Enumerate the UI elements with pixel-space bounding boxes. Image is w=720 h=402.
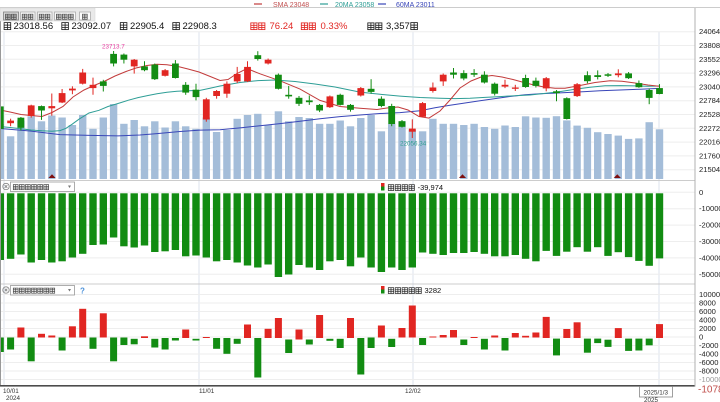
svg-text:2000: 2000 — [699, 324, 716, 333]
svg-text:23713.7: 23713.7 — [102, 44, 125, 51]
svg-text:23092.07: 23092.07 — [72, 21, 112, 32]
svg-text:20MA 23058: 20MA 23058 — [335, 2, 374, 9]
svg-text:22905.4: 22905.4 — [130, 21, 164, 32]
svg-text:SMA 23048: SMA 23048 — [273, 2, 309, 9]
svg-text:60MA 23011: 60MA 23011 — [396, 2, 435, 9]
svg-text:2025/1/3: 2025/1/3 — [644, 389, 669, 396]
svg-text:-10000: -10000 — [699, 204, 720, 213]
svg-text:21504: 21504 — [699, 165, 720, 174]
svg-text:24064: 24064 — [699, 27, 720, 36]
svg-text:11/01: 11/01 — [199, 388, 215, 395]
svg-text:3282: 3282 — [425, 286, 442, 295]
svg-text:22272: 22272 — [699, 124, 720, 133]
svg-text:23018.56: 23018.56 — [14, 21, 54, 32]
svg-text:0: 0 — [699, 333, 703, 342]
svg-text:-6000: -6000 — [699, 358, 718, 367]
svg-text:10/01: 10/01 — [3, 388, 19, 395]
svg-text:23296: 23296 — [699, 69, 720, 78]
svg-text:-40000: -40000 — [699, 253, 720, 262]
svg-text:22016: 22016 — [699, 138, 720, 147]
svg-text:-30000: -30000 — [699, 237, 720, 246]
svg-text:22056.34: 22056.34 — [400, 141, 427, 148]
svg-text:-10000: -10000 — [699, 375, 720, 384]
svg-text:-4000: -4000 — [699, 350, 718, 359]
svg-text:10000: 10000 — [699, 290, 720, 299]
svg-text:?: ? — [80, 287, 85, 296]
svg-text:23552: 23552 — [699, 55, 720, 64]
svg-text:2025: 2025 — [644, 397, 659, 402]
svg-text:-39,974: -39,974 — [418, 183, 443, 192]
svg-text:-2000: -2000 — [699, 341, 718, 350]
svg-text:22528: 22528 — [699, 110, 720, 119]
svg-text:22908.3: 22908.3 — [183, 21, 217, 32]
svg-text:4000: 4000 — [699, 316, 716, 325]
svg-text:23808: 23808 — [699, 41, 720, 50]
svg-text:12/02: 12/02 — [405, 388, 421, 395]
svg-text:2024: 2024 — [6, 395, 21, 402]
svg-text:0: 0 — [699, 188, 703, 197]
svg-text:-10783: -10783 — [698, 385, 720, 396]
svg-text:21760: 21760 — [699, 151, 720, 160]
svg-text:76.24: 76.24 — [270, 21, 294, 32]
svg-text:3,357: 3,357 — [386, 21, 410, 32]
svg-text:0.33%: 0.33% — [321, 21, 348, 32]
svg-text:-8000: -8000 — [699, 367, 718, 376]
svg-text:8000: 8000 — [699, 299, 716, 308]
svg-text:6000: 6000 — [699, 307, 716, 316]
svg-text:22784: 22784 — [699, 96, 720, 105]
svg-text:23040: 23040 — [699, 82, 720, 91]
svg-text:-50000: -50000 — [699, 270, 720, 279]
